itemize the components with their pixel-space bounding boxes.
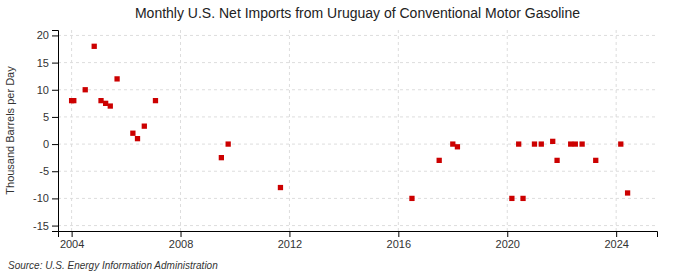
point [153,98,158,103]
point [142,124,147,129]
x-axis: 2004 2008 2012 2016 2020 2024 [59,231,658,250]
x-tick-label: 2008 [169,238,193,250]
point [516,141,521,146]
x-tick-label: 2016 [387,238,411,250]
y-tick: 5 [43,111,58,123]
point [108,103,113,108]
grid [58,30,657,231]
y-grid-line [58,171,657,172]
point [409,196,414,201]
x-axis-line [59,232,658,238]
point [450,141,455,146]
y-grid-line [58,62,657,63]
x-grid-line [507,30,508,231]
point [92,44,97,49]
y-grid-line [58,35,657,36]
y-grid-line [58,225,657,226]
point [579,141,584,146]
x-tick-mark [289,231,290,237]
y-tick-mark [52,90,58,91]
x-tick-mark [507,231,508,237]
point [539,141,544,146]
y-tick-label: -5 [39,165,49,177]
x-tick: 2024 [604,231,628,250]
point [71,98,76,103]
x-tick-label: 2012 [278,238,302,250]
x-tick-mark [616,231,617,237]
x-grid-line [289,30,290,231]
y-tick: 15 [37,57,58,69]
y-axis-title: Thousand Barrels per Day [4,66,16,195]
y-tick: 10 [37,84,58,96]
point [135,136,140,141]
points [69,44,630,201]
point [509,196,514,201]
y-tick-mark [52,198,58,199]
chart: 200420082012201620202024-15-10-505101520… [0,0,675,275]
y-tick-mark [52,171,58,172]
point [455,144,460,149]
y-grid-line [58,89,657,90]
x-tick-mark [72,231,73,237]
point [593,158,598,163]
y-tick-mark [52,144,58,145]
y-tick-mark [52,117,58,118]
x-tick-mark [181,231,182,237]
point [219,155,224,160]
y-tick-label: -10 [33,192,49,204]
x-grid-line [398,30,399,231]
y-axis-line [52,31,59,232]
x-tick: 2004 [60,231,84,250]
x-tick-label: 2024 [604,238,628,250]
y-grid-line [58,144,657,145]
y-grid-line [58,198,657,199]
x-tick-label: 2020 [496,238,520,250]
x-tick: 2008 [169,231,193,250]
y-axis: -15 -10 -5 0 5 10 15 20 [33,29,58,231]
y-tick: -10 [33,192,58,204]
point [573,141,578,146]
x-tick-label: 2004 [60,238,84,250]
x-tick-mark [398,231,399,237]
point [278,185,283,190]
source: Source: U.S. Energy Information Administ… [8,260,218,271]
y-tick-label: 0 [43,138,49,150]
point [618,141,623,146]
point [83,87,88,92]
y-tick-mark [52,226,58,227]
point [532,141,537,146]
y-tick-label: -15 [33,220,49,232]
point [625,190,630,195]
point [568,141,573,146]
point [103,101,108,106]
y-tick: -15 [33,220,58,232]
y-tick-mark [52,35,58,36]
x-tick: 2012 [278,231,302,250]
y-tick-label: 20 [37,29,49,41]
y-tick: -5 [39,165,58,177]
y-tick-label: 5 [43,111,49,123]
y-tick: 20 [37,29,58,41]
title: Monthly U.S. Net Imports from Uruguay of… [135,5,580,21]
plot: 2004 2008 2012 2016 2020 2024 -15 -10 -5 0 5 10 15 20 [33,29,657,249]
point [554,158,559,163]
point [98,98,103,103]
point [114,76,119,81]
x-tick: 2016 [387,231,411,250]
point [520,196,525,201]
x-grid-line [71,30,72,231]
point [437,158,442,163]
x-tick: 2020 [496,231,520,250]
y-tick-label: 15 [37,57,49,69]
y-tick-label: 10 [37,84,49,96]
y-grid-line [58,116,657,117]
y-tick-mark [52,63,58,64]
x-grid-line [180,30,181,231]
x-grid-line [616,30,617,231]
point [550,139,555,144]
point [130,131,135,136]
point [226,141,231,146]
y-tick: 0 [43,138,58,150]
